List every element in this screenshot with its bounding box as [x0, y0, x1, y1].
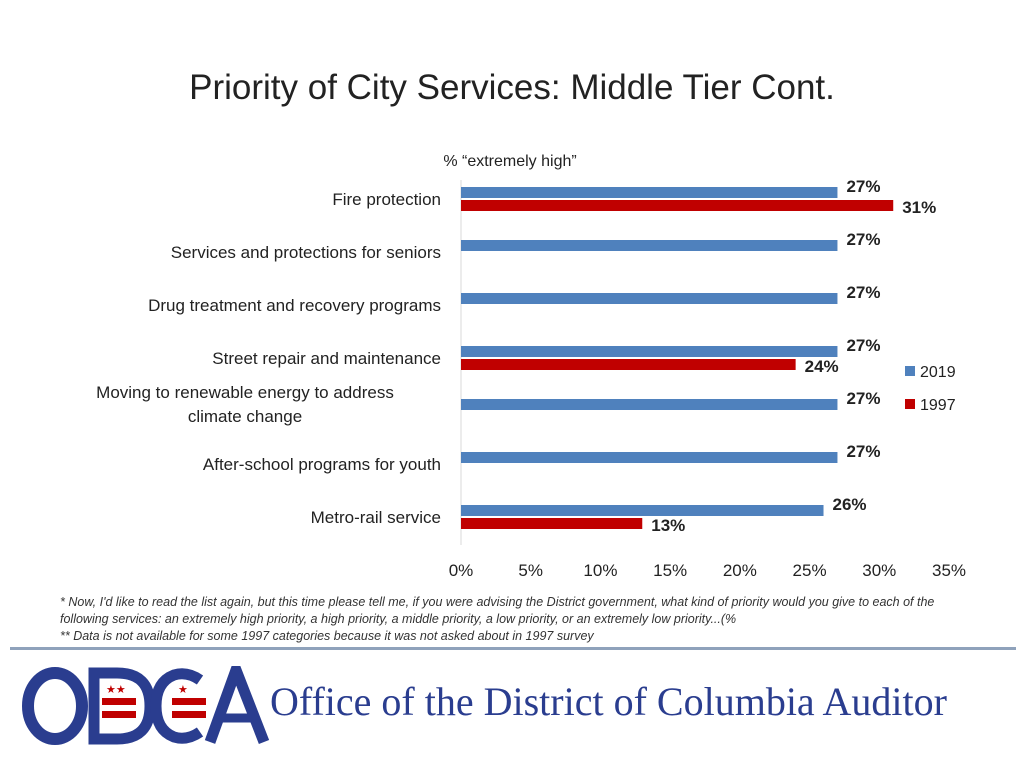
data-label-1997-3: 24%: [805, 357, 839, 376]
category-label: Metro-rail service: [311, 508, 441, 527]
legend-swatch-1997: [905, 399, 915, 409]
data-label-1997-6: 13%: [651, 516, 685, 535]
data-label-2019-5: 27%: [846, 442, 880, 461]
bar-2019-6: [461, 505, 824, 516]
odca-logo: ★★ ★: [22, 666, 270, 745]
footer-divider: [10, 647, 1016, 650]
org-name: Office of the District of Columbia Audit…: [270, 679, 947, 724]
footnotes: * Now, I'd like to read the list again, …: [60, 594, 980, 645]
chart-subtitle: % “extremely high”: [443, 153, 576, 170]
data-label-2019-2: 27%: [846, 283, 880, 302]
svg-text:★★: ★★: [106, 683, 126, 696]
data-label-2019-4: 27%: [846, 389, 880, 408]
category-label: Moving to renewable energy to address cli…: [96, 383, 394, 426]
slide-title: Priority of City Services: Middle Tier C…: [189, 68, 835, 107]
svg-text:★: ★: [178, 683, 188, 696]
bar-2019-2: [461, 293, 838, 304]
category-labels: Fire protection Services and protections …: [96, 190, 441, 527]
legend-label-2019: 2019: [920, 364, 956, 381]
bar-2019-5: [461, 452, 838, 463]
x-tick-label: 10%: [583, 561, 617, 580]
bar-1997-0: [461, 200, 894, 211]
bar-2019-0: [461, 187, 838, 198]
bar-2019-1: [461, 240, 838, 251]
x-tick-label: 25%: [793, 561, 827, 580]
x-tick-label: 20%: [723, 561, 757, 580]
bar-1997-3: [461, 359, 796, 370]
data-label-2019-1: 27%: [846, 230, 880, 249]
data-label-1997-0: 31%: [902, 198, 936, 217]
x-tick-label: 15%: [653, 561, 687, 580]
category-label: Services and protections for seniors: [171, 243, 441, 262]
footnote-data-note: ** Data is not available for some 1997 c…: [60, 629, 594, 643]
data-label-2019-0: 27%: [846, 177, 880, 196]
bar-2019-4: [461, 399, 838, 410]
legend: 2019 1997: [905, 364, 956, 414]
bar-chart: % “extremely high” 27%31%27%27%27%24%27%…: [96, 153, 966, 580]
category-label: Street repair and maintenance: [212, 349, 441, 368]
x-tick-label: 30%: [862, 561, 896, 580]
x-axis-ticks: 0% 5% 10% 15% 20% 25% 30% 35%: [449, 561, 966, 580]
bars-layer: 27% 31% 27% 27% 27% 24% 27% 27% 26% 13%: [461, 177, 936, 535]
category-label: Fire protection: [332, 190, 441, 209]
bar-1997-6: [461, 518, 643, 529]
category-label: Drug treatment and recovery programs: [148, 296, 441, 315]
data-label-2019-6: 26%: [833, 495, 867, 514]
x-tick-label: 0%: [449, 561, 474, 580]
x-tick-label: 35%: [932, 561, 966, 580]
legend-label-1997: 1997: [920, 397, 956, 414]
data-label-2019-3: 27%: [846, 336, 880, 355]
bar-2019-3: [461, 346, 838, 357]
footnote-question: * Now, I'd like to read the list again, …: [60, 595, 935, 626]
category-label: After-school programs for youth: [203, 455, 441, 474]
x-tick-label: 5%: [518, 561, 543, 580]
legend-swatch-2019: [905, 366, 915, 376]
